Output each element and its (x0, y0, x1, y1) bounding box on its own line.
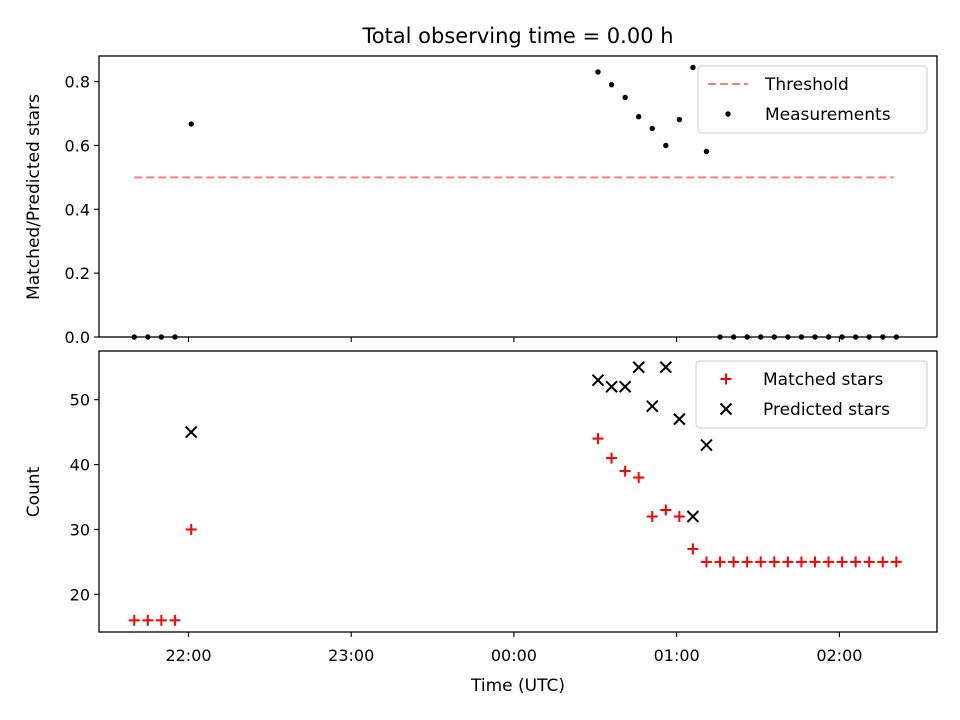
top-plot-frame (98, 55, 938, 338)
measurement-point (690, 64, 696, 71)
predicted-star-point (618, 380, 632, 393)
matched-star-point (142, 614, 154, 626)
predicted-star-point (646, 399, 659, 413)
matched-star-point (687, 543, 699, 555)
matched-star-point (809, 556, 821, 568)
matched-star-point (850, 556, 862, 568)
matched-star-point (768, 556, 780, 568)
measurement-point (703, 148, 710, 155)
bottom-y-axis-label: Count (24, 466, 44, 517)
legend-matched-swatch (720, 373, 732, 385)
matched-star-point (836, 556, 848, 568)
predicted-star-point (686, 510, 700, 523)
predicted-star-point (591, 373, 605, 387)
top-legend-box (697, 65, 928, 134)
x-axis-label: Time (UTC) (470, 676, 565, 696)
matched-star-point (128, 614, 140, 626)
bottom-ytick-label: 40 (70, 456, 90, 475)
matched-star-point (185, 523, 197, 535)
matched-star-point (646, 510, 658, 522)
top-ytick-label: 0.4 (65, 200, 90, 219)
predicted-star-point (700, 438, 713, 452)
predicted-star-point (673, 412, 686, 426)
matched-star-point (592, 433, 604, 445)
matched-star-point (823, 556, 835, 568)
legend-predicted-marker (719, 402, 733, 416)
matched-star-point (795, 556, 807, 568)
legend-matched-marker (720, 373, 732, 385)
legend-measurements-swatch (725, 111, 731, 117)
matched-star-point (700, 556, 712, 568)
top-x-ticks (187, 337, 840, 342)
predicted-star-point (632, 361, 645, 374)
matched-star-point (741, 556, 753, 568)
legend-measurements-label: Measurements (765, 105, 891, 125)
top-ytick-label: 0.0 (65, 328, 90, 347)
x-tick-label: 02:00 (816, 646, 862, 665)
x-tick-label: 22:00 (165, 646, 211, 665)
bottom-ytick-label: 50 (70, 391, 90, 410)
legend-threshold-label: Threshold (764, 75, 849, 95)
matched-star-point (660, 504, 672, 516)
top-y-axis-label: Matched/Predicted stars (24, 94, 44, 300)
matched-star-point (782, 556, 794, 568)
x-tick-label: 23:00 (328, 646, 374, 665)
top-ytick-label: 0.8 (65, 73, 90, 92)
bottom-legend-box (695, 360, 928, 429)
measurement-point (635, 113, 642, 120)
matched-star-point (755, 556, 767, 568)
legend-predicted-label: Predicted stars (763, 400, 890, 420)
bottom-plot-frame (98, 350, 938, 633)
bottom-legend: Matched stars Predicted stars (695, 360, 928, 429)
measurement-point (595, 69, 601, 75)
legend-predicted-swatch (719, 402, 733, 416)
predicted-star-point (185, 425, 198, 439)
bottom-marks (128, 361, 902, 626)
measurement-point (622, 94, 628, 101)
matched-star-point (633, 472, 645, 484)
bottom-x-ticks: 22:00 23:00 00:00 01:00 02:00 (165, 632, 862, 665)
predicted-star-point (605, 380, 618, 393)
bottom-ytick-label: 30 (70, 520, 90, 539)
measurement-point (649, 125, 655, 132)
top-y-ticks: 0.0 0.2 0.4 0.6 0.8 (65, 73, 99, 347)
matched-star-point (728, 556, 740, 568)
matched-star-point (714, 556, 726, 568)
count-panel: Count Time (UTC) 20 30 40 50 22:00 23:00 00:0… (24, 350, 938, 696)
predicted-star-point (659, 361, 673, 374)
matched-star-point (863, 556, 875, 568)
measurement-point (608, 82, 615, 88)
legend-matched-label: Matched stars (763, 370, 883, 390)
x-tick-label: 01:00 (654, 646, 700, 665)
matched-star-point (606, 452, 618, 464)
matched-star-point (619, 465, 631, 477)
measurement-point (676, 116, 683, 123)
top-ytick-label: 0.2 (65, 264, 90, 283)
matched-star-point (890, 556, 902, 568)
x-tick-label: 00:00 (491, 646, 537, 665)
top-legend: Threshold Measurements (697, 65, 928, 134)
matched-star-point (155, 614, 167, 626)
chart-title: Total observing time = 0.00 h (361, 24, 673, 48)
bottom-ytick-label: 20 (70, 585, 90, 604)
matched-star-point (877, 556, 889, 568)
top-ytick-label: 0.6 (65, 136, 90, 155)
measurement-point (188, 121, 194, 127)
matched-star-point (169, 614, 181, 626)
measurement-point (663, 142, 669, 149)
bottom-y-ticks: 20 30 40 50 (70, 391, 99, 604)
ratio-panel: Total observing time = 0.00 h Matched/Pr… (24, 24, 938, 347)
matched-star-point (673, 510, 685, 522)
